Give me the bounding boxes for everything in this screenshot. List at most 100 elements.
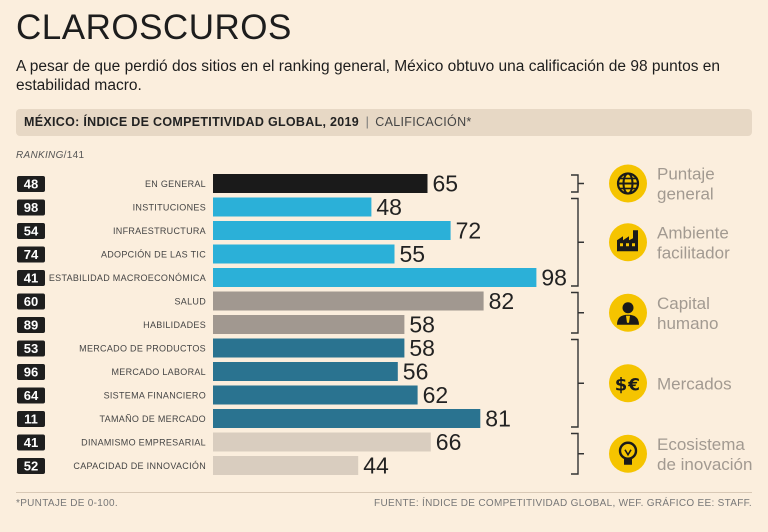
ranking-badge [17, 364, 45, 380]
category-label: CAPACIDAD DE INNOVACIÓN [73, 461, 206, 471]
group-label: general [657, 185, 714, 204]
currency-icon: $ € [609, 364, 647, 403]
svg-text:€: € [627, 375, 640, 395]
value-label: 58 [409, 335, 435, 361]
category-label: INFRAESTRUCTURA [113, 226, 206, 236]
ranking-badge [17, 199, 45, 216]
ranking-label-word: RANKING [16, 150, 64, 161]
ranking-value: 11 [24, 412, 38, 427]
ranking-badge [17, 223, 45, 239]
group-label: facilitador [657, 243, 730, 262]
ranking-badge [17, 434, 45, 451]
ranking-value: 96 [24, 365, 38, 380]
bar [213, 315, 405, 334]
ranking-value: 41 [24, 271, 38, 286]
ranking-value: 41 [24, 435, 38, 450]
value-label: 72 [456, 218, 482, 244]
group-label: Puntaje [657, 165, 715, 184]
bar [213, 385, 418, 405]
group-bracket [571, 174, 584, 193]
ranking-badge [17, 387, 45, 404]
category-label: SISTEMA FINANCIERO [104, 391, 206, 401]
category-label: DINAMISMO EMPRESARIAL [81, 438, 206, 448]
group-bracket [571, 432, 584, 475]
category-label: ADOPCIÓN DE LAS TIC [101, 250, 206, 260]
header-band-separator: | [365, 115, 369, 129]
value-label: 65 [433, 171, 459, 197]
footer-rule [16, 492, 752, 493]
factory-icon [609, 223, 647, 262]
group-label: Ambiente [657, 223, 729, 242]
group-label: humano [657, 314, 718, 333]
category-label: MERCADO LABORAL [111, 367, 206, 377]
value-label: 44 [363, 453, 389, 479]
header-band-subtitle: CALIFICACIÓN* [375, 115, 472, 129]
header-band-title: MÉXICO: ÍNDICE DE COMPETITIVIDAD GLOBAL,… [24, 115, 360, 129]
svg-text:$: $ [615, 374, 628, 395]
group-bracket [571, 291, 584, 334]
ranking-label-total: /141 [63, 150, 85, 161]
lightbulb-icon [609, 434, 647, 473]
value-label: 58 [409, 312, 435, 338]
ranking-value: 64 [24, 388, 39, 403]
header-band-text: MÉXICO: ÍNDICE DE COMPETITIVIDAD GLOBAL,… [24, 115, 472, 129]
ranking-badge [17, 317, 45, 333]
group-bracket [571, 197, 584, 287]
bar [213, 409, 481, 428]
bar [213, 268, 537, 287]
ranking-badge [17, 293, 45, 310]
person-icon [609, 293, 647, 332]
group-bracket [571, 338, 584, 428]
ranking-value: 74 [24, 247, 39, 262]
category-label: INSTITUCIONES [133, 203, 206, 213]
bar [213, 362, 398, 381]
chart-title: CLAROSCUROS [16, 8, 292, 47]
category-label: SALUD [174, 297, 206, 307]
value-label: 98 [541, 265, 567, 291]
bar [213, 244, 395, 264]
ranking-badge [17, 246, 45, 263]
ranking-badge [17, 458, 45, 474]
globe-icon [609, 164, 647, 203]
bar [213, 291, 484, 311]
ranking-value: 98 [24, 200, 38, 215]
category-label: MERCADO DE PRODUCTOS [79, 344, 206, 354]
category-label: HABILIDADES [143, 320, 206, 330]
bar [213, 338, 405, 358]
category-label: ESTABILIDAD MACROECONÓMICA [49, 273, 206, 283]
bar [213, 174, 428, 193]
group-label: de inovación [657, 455, 752, 474]
ranking-badge [17, 176, 45, 192]
ranking-label: RANKING/141 [16, 150, 84, 161]
value-label: 56 [403, 359, 429, 385]
ranking-value: 60 [24, 294, 38, 309]
value-label: 62 [423, 382, 449, 408]
ranking-badge [17, 340, 45, 357]
group-label: Ecosistema [657, 435, 745, 454]
ranking-badge [17, 270, 45, 286]
bar [213, 456, 359, 475]
bar [213, 221, 451, 240]
ranking-value: 89 [24, 318, 38, 333]
value-label: 82 [489, 288, 515, 314]
source-note: FUENTE: ÍNDICE DE COMPETITIVIDAD GLOBAL,… [374, 498, 752, 509]
ranking-value: 48 [24, 177, 38, 192]
bar [213, 197, 372, 217]
footnote: *PUNTAJE DE 0-100. [16, 498, 118, 509]
chart-subtitle: A pesar de que perdió dos sitios en el r… [16, 58, 720, 94]
ranking-value: 54 [24, 224, 39, 239]
value-label: 66 [436, 429, 462, 455]
group-label: Mercados [657, 374, 732, 393]
value-label: 81 [485, 406, 511, 432]
chart-header-band: MÉXICO: ÍNDICE DE COMPETITIVIDAD GLOBAL,… [16, 109, 752, 136]
bar [213, 432, 431, 452]
ranking-value: 52 [24, 459, 38, 474]
ranking-value: 53 [24, 341, 38, 356]
value-label: 55 [400, 241, 426, 267]
category-label: EN GENERAL [145, 179, 206, 189]
ranking-badge [17, 411, 45, 427]
group-label: Capital [657, 294, 710, 313]
value-label: 48 [376, 194, 402, 220]
category-label: TAMAÑO DE MERCADO [100, 414, 206, 424]
